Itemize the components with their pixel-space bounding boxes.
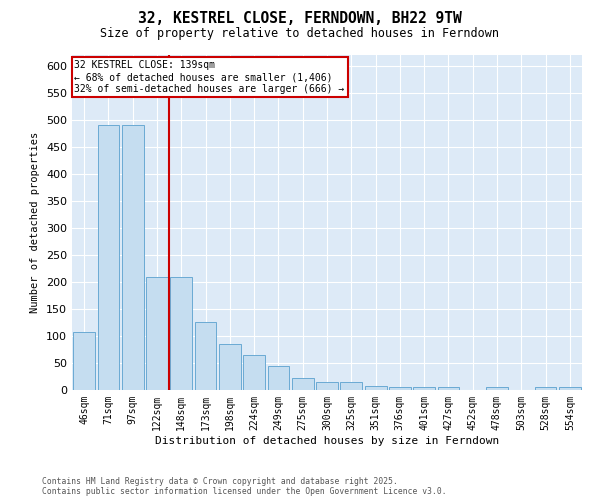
- Bar: [316, 382, 338, 390]
- Text: 32 KESTREL CLOSE: 139sqm
← 68% of detached houses are smaller (1,406)
32% of sem: 32 KESTREL CLOSE: 139sqm ← 68% of detach…: [74, 60, 344, 94]
- Bar: [389, 388, 411, 390]
- Y-axis label: Number of detached properties: Number of detached properties: [31, 132, 40, 313]
- Bar: [486, 388, 508, 390]
- X-axis label: Distribution of detached houses by size in Ferndown: Distribution of detached houses by size …: [155, 436, 499, 446]
- Bar: [292, 378, 314, 390]
- Bar: [268, 366, 289, 390]
- Bar: [437, 388, 460, 390]
- Bar: [559, 388, 581, 390]
- Text: Contains HM Land Registry data © Crown copyright and database right 2025.
Contai: Contains HM Land Registry data © Crown c…: [42, 476, 446, 496]
- Bar: [340, 382, 362, 390]
- Bar: [413, 388, 435, 390]
- Bar: [535, 388, 556, 390]
- Bar: [122, 125, 143, 390]
- Text: Size of property relative to detached houses in Ferndown: Size of property relative to detached ho…: [101, 28, 499, 40]
- Bar: [73, 332, 95, 390]
- Bar: [219, 344, 241, 390]
- Bar: [170, 276, 192, 390]
- Bar: [194, 322, 217, 390]
- Bar: [365, 386, 386, 390]
- Text: 32, KESTREL CLOSE, FERNDOWN, BH22 9TW: 32, KESTREL CLOSE, FERNDOWN, BH22 9TW: [138, 11, 462, 26]
- Bar: [97, 125, 119, 390]
- Bar: [146, 276, 168, 390]
- Bar: [243, 355, 265, 390]
